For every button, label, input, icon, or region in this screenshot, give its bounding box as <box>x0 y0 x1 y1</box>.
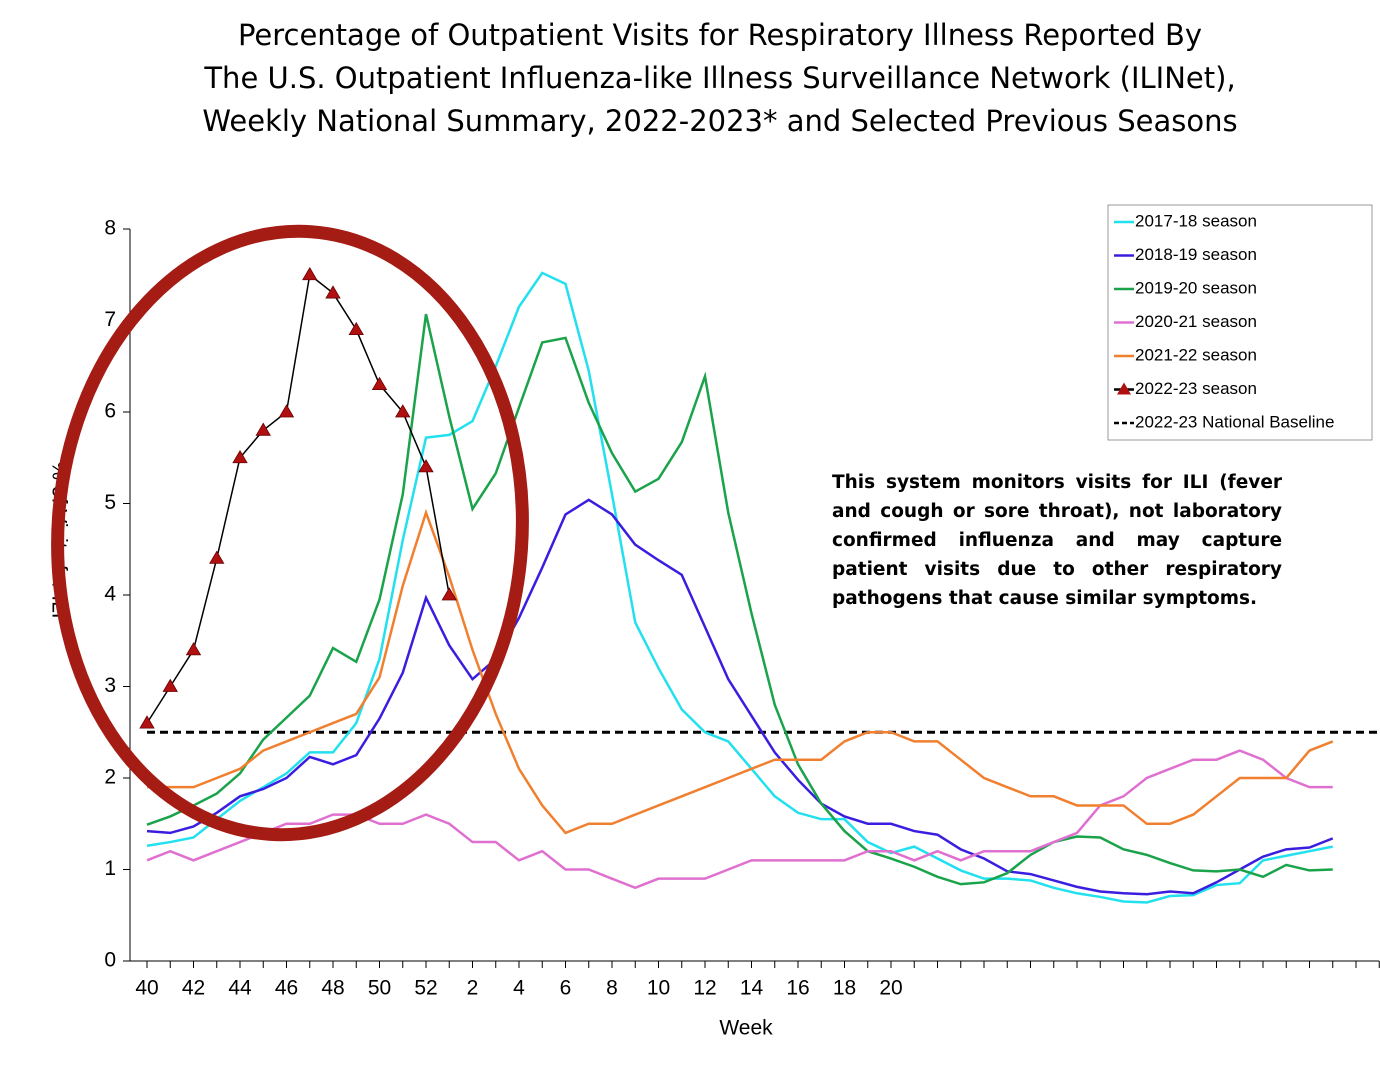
y-tick-label: 6 <box>104 400 116 423</box>
point-marker <box>302 266 318 281</box>
legend-box <box>1107 204 1373 441</box>
x-tick-label: 52 <box>414 977 437 1000</box>
series-line <box>146 498 1334 896</box>
series-line <box>146 313 1333 886</box>
highlight-ellipse <box>51 224 529 842</box>
y-tick-label: 0 <box>104 949 116 972</box>
chart-title: The U.S. Outpatient Influenza-like Illne… <box>203 61 1235 95</box>
x-tick-label: 2 <box>467 977 479 1000</box>
x-tick-label: 10 <box>647 977 670 1000</box>
y-tick-label: 4 <box>104 583 116 606</box>
legend-label: 2022-23 season <box>1135 379 1257 398</box>
x-tick-label: 46 <box>275 977 298 1000</box>
x-tick-label: 44 <box>228 977 252 1000</box>
point-marker <box>139 715 155 729</box>
x-tick-label: 8 <box>606 977 618 1000</box>
point-marker <box>418 459 434 473</box>
series-line <box>146 273 450 724</box>
x-tick-label: 18 <box>833 977 856 1000</box>
x-tick-label: 14 <box>740 977 764 1000</box>
x-tick-label: 40 <box>135 977 158 1000</box>
point-marker <box>441 587 457 601</box>
legend-label: 2022-23 National Baseline <box>1135 412 1334 431</box>
point-marker <box>209 550 225 564</box>
point-marker <box>348 321 364 336</box>
legend-label: 2017-18 season <box>1135 211 1257 230</box>
legend-marker <box>1117 382 1131 395</box>
x-tick-label: 16 <box>786 977 809 1000</box>
point-marker <box>395 404 411 418</box>
x-tick-label: 42 <box>182 977 205 1000</box>
point-marker <box>162 678 178 692</box>
chart-title: Percentage of Outpatient Visits for Resp… <box>238 18 1202 52</box>
x-tick-label: 6 <box>560 977 572 1000</box>
y-tick-label: 3 <box>104 674 116 697</box>
series-line <box>147 508 1334 835</box>
series-line <box>146 271 1333 904</box>
y-tick-label: 7 <box>104 308 116 331</box>
x-tick-label: 20 <box>879 977 902 1000</box>
legend-label: 2021-22 season <box>1135 345 1257 364</box>
x-axis-label: Week <box>719 1017 773 1040</box>
x-tick-label: 4 <box>513 977 525 1000</box>
chart-title: Weekly National Summary, 2022-2023* and … <box>202 104 1237 138</box>
y-tick-label: 1 <box>104 857 116 880</box>
y-tick-label: 5 <box>104 491 116 514</box>
point-marker <box>325 285 341 299</box>
point-marker <box>185 642 202 656</box>
point-marker <box>278 404 295 418</box>
legend-label: 2019-20 season <box>1135 278 1257 297</box>
legend-label: 2020-21 season <box>1135 312 1257 331</box>
y-tick-label: 8 <box>104 217 116 240</box>
x-tick-label: 48 <box>321 977 344 1000</box>
legend-label: 2018-19 season <box>1135 245 1257 264</box>
point-marker <box>255 422 271 436</box>
y-tick-label: 2 <box>104 766 116 789</box>
x-tick-label: 50 <box>368 977 391 1000</box>
point-marker <box>371 376 388 390</box>
series-line <box>146 749 1333 890</box>
annotation: This system monitors visits for ILI (fev… <box>832 472 1282 609</box>
x-tick-label: 12 <box>693 977 716 1000</box>
point-marker <box>232 449 248 464</box>
